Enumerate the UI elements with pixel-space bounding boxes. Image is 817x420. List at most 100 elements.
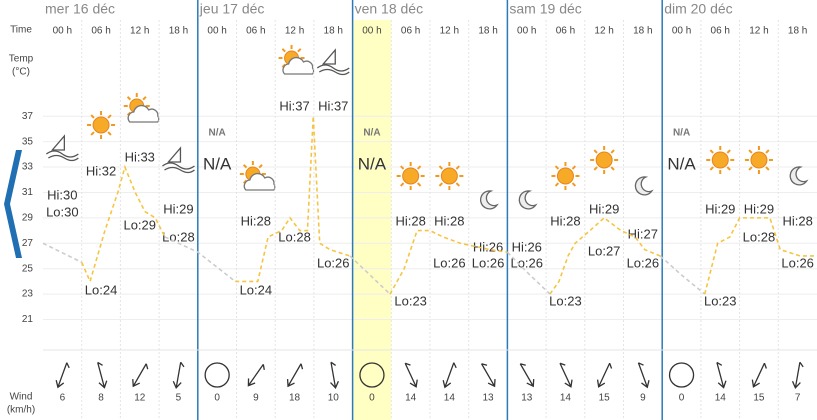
wind-arrow [637, 362, 650, 389]
sun-ray [126, 96, 132, 101]
sun-ray [438, 165, 443, 170]
wind-arrow-shape [791, 361, 804, 389]
weather-icon [123, 93, 160, 123]
day-label: jeu 17 déc [199, 1, 265, 17]
cloud [282, 56, 315, 75]
weather-icon [162, 146, 195, 174]
hi-label: Hi:28 [395, 213, 425, 228]
hi-label: Hi:37 [279, 98, 309, 113]
weather-icon [789, 166, 809, 186]
sun-ray [400, 182, 405, 187]
wind-arrow-shape [751, 362, 767, 388]
wind-value: 18 [289, 393, 301, 404]
lo-label: Lo:24 [85, 282, 118, 297]
wind-arrow [791, 361, 804, 389]
wind-arrow [404, 362, 418, 388]
y-tick-label: 37 [22, 111, 34, 122]
hi-label: Hi:27 [628, 226, 658, 241]
lo-label: Lo:26 [433, 255, 466, 270]
weather-icon: N/A [363, 128, 380, 139]
weather-icon [744, 146, 773, 174]
na-icon: N/A [363, 128, 380, 139]
sun-ray [297, 48, 302, 53]
lo-label: Lo:28 [278, 229, 311, 244]
time-label: 00 h [517, 26, 536, 37]
sun-ray [593, 166, 598, 171]
wind-arrow-shape [172, 361, 185, 389]
time-label: 06 h [401, 26, 420, 37]
y-tick-label: 23 [22, 289, 34, 300]
na-icon: N/A [673, 128, 690, 139]
weather-icon [435, 162, 464, 190]
wind-value: 6 [60, 393, 66, 404]
temperature-line [703, 217, 817, 295]
wind-value: 14 [405, 393, 417, 404]
sun-ray [593, 149, 598, 154]
weather-icon [551, 162, 580, 190]
hi-label: Hi:28 [434, 213, 464, 228]
sun-ray [726, 166, 731, 171]
lo-label: Lo:26 [317, 255, 350, 270]
temp-label: Temp [9, 54, 34, 65]
lo-label: Lo:26 [627, 255, 660, 270]
wind-arrow-shape [132, 363, 149, 388]
na-icon: N/A [209, 128, 226, 139]
wind-value: 10 [328, 393, 340, 404]
sun [595, 151, 613, 169]
wind-arrow [97, 361, 108, 389]
temperature-line [164, 236, 236, 283]
lo-label: Lo:30 [46, 204, 79, 219]
time-label: 06 h [711, 26, 730, 37]
sun-ray [765, 149, 770, 154]
temp-unit: (°C) [12, 67, 30, 78]
wind-calm [359, 362, 385, 388]
lo-label: Lo:26 [510, 255, 543, 270]
weather-icon [706, 146, 735, 174]
sun-ray [554, 182, 560, 187]
wind-value: 14 [715, 393, 727, 404]
wind-value: 15 [599, 393, 611, 404]
time-label: 12 h [130, 26, 149, 37]
time-label: 06 h [556, 26, 575, 37]
sun-ray [107, 114, 112, 119]
temperature-line [389, 229, 508, 295]
temperature-line [349, 255, 391, 295]
time-label: 00 h [362, 26, 381, 37]
wind-calm [668, 362, 695, 388]
wind-value: 0 [679, 393, 685, 404]
time-label: 18 h [788, 26, 807, 37]
na-label: N/A [203, 154, 232, 173]
wind-arrow [330, 361, 339, 389]
wind-value: 9 [253, 393, 259, 404]
sun-ray [438, 182, 443, 187]
wind-arrow-shape [559, 362, 573, 388]
wind-arrow [247, 363, 265, 387]
previous-button[interactable] [4, 150, 22, 258]
wave [45, 150, 79, 162]
weather-icon [396, 162, 425, 190]
wind-arrow-shape [247, 363, 265, 387]
hi-label: Hi:37 [318, 98, 348, 113]
wind-value: 14 [444, 393, 456, 404]
wind-label: Wind [10, 392, 33, 403]
hi-label: Hi:28 [241, 213, 271, 228]
boat [50, 134, 65, 151]
sun [711, 151, 729, 169]
wind-value: 15 [753, 393, 765, 404]
wind-arrow [442, 362, 457, 389]
sun [750, 151, 768, 169]
lo-label: Lo:29 [123, 217, 156, 232]
wind-arrow [519, 363, 535, 388]
boat [321, 48, 336, 65]
moon [789, 166, 809, 186]
day-label: dim 20 déc [664, 1, 732, 17]
wind-value: 7 [795, 393, 801, 404]
lo-label: Lo:23 [704, 293, 737, 308]
wind-arrow [596, 362, 613, 388]
na-label: N/A [358, 154, 387, 173]
sun-ray [709, 149, 714, 154]
wind-arrow [55, 362, 70, 389]
wind-value: 12 [134, 393, 146, 404]
